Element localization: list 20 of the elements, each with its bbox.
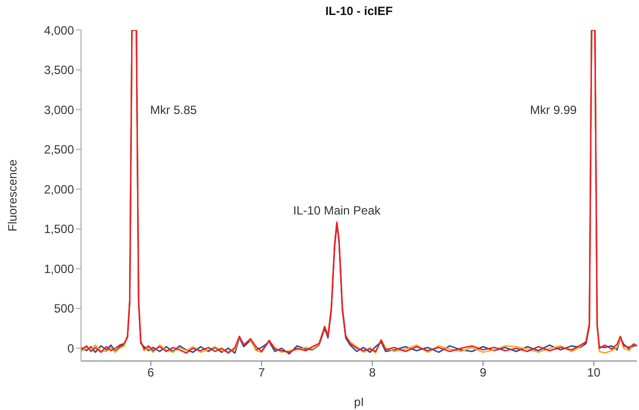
y-tick-label: 500 (54, 302, 74, 316)
y-tick-label: 1,000 (44, 262, 74, 276)
x-axis-title: pI (354, 395, 364, 409)
y-tick-label: 3,500 (44, 63, 74, 78)
y-tick-label: 1,500 (44, 222, 74, 236)
y-tick-label: 4,000 (44, 23, 74, 38)
x-tick-label: 8 (368, 366, 376, 380)
y-tick-label: 0 (67, 342, 74, 356)
x-tick-label: 7 (258, 366, 266, 380)
x-tick-label: 10 (587, 366, 601, 380)
y-tick-label: 2,000 (44, 182, 74, 196)
annotation: Mkr 9.99 (530, 102, 578, 117)
x-tick-label: 9 (480, 366, 487, 380)
x-tick-label: 6 (147, 366, 154, 380)
annotation: IL-10 Main Peak (293, 204, 382, 218)
y-axis-title: Fluorescence (5, 159, 20, 232)
y-tick-label: 2,500 (44, 142, 74, 157)
annotation: Mkr 5.85 (150, 102, 198, 117)
y-tick-label: 3,000 (44, 102, 74, 117)
chart-title: IL-10 - icIEF (324, 4, 394, 18)
